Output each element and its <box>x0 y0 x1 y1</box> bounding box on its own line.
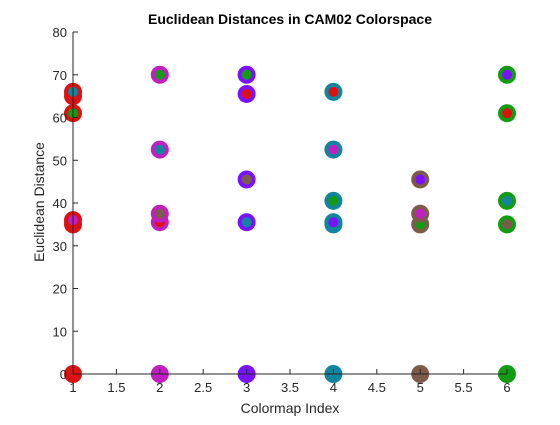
x-axis-label: Colormap Index <box>241 400 340 416</box>
x-tick-label: 3.5 <box>281 380 299 395</box>
data-point-inner-marker <box>328 217 338 227</box>
x-tick-label: 4 <box>330 380 337 395</box>
data-point <box>151 205 169 223</box>
data-point <box>324 141 342 159</box>
data-point <box>324 213 342 231</box>
data-point <box>151 141 169 159</box>
data-point-inner-marker <box>242 70 252 80</box>
data-point <box>498 192 516 210</box>
data-point-inner-marker <box>415 209 425 219</box>
y-tick-label: 10 <box>53 324 67 339</box>
data-point-inner-marker <box>242 89 252 99</box>
data-point <box>238 66 256 84</box>
y-tick-label: 0 <box>60 367 67 382</box>
chart-title: Euclidean Distances in CAM02 Colorspace <box>148 11 432 27</box>
x-tick-label: 3 <box>243 380 250 395</box>
data-point <box>498 66 516 84</box>
y-tick-label: 80 <box>53 25 67 40</box>
x-tick-label: 2 <box>156 380 163 395</box>
x-tick-label: 2.5 <box>194 380 212 395</box>
data-point <box>498 215 516 233</box>
data-point-inner-marker <box>155 145 165 155</box>
data-point-inner-marker <box>415 174 425 184</box>
data-point <box>238 170 256 188</box>
y-axis-label: Euclidean Distance <box>31 142 47 262</box>
data-point-inner-marker <box>242 174 252 184</box>
data-point <box>324 83 342 101</box>
data-point-inner-marker <box>328 196 338 206</box>
data-points <box>64 66 516 383</box>
x-tick-label: 5 <box>417 380 424 395</box>
data-point-inner-marker <box>155 209 165 219</box>
data-point-inner-marker <box>328 145 338 155</box>
y-tick-label: 40 <box>53 196 67 211</box>
data-point-inner-marker <box>502 108 512 118</box>
y-tick-label: 50 <box>53 153 67 168</box>
data-point-inner-marker <box>155 70 165 80</box>
x-tick-label: 1.5 <box>107 380 125 395</box>
data-point <box>238 213 256 231</box>
x-tick-label: 1 <box>69 380 76 395</box>
y-tick-label: 30 <box>53 239 67 254</box>
x-tick-label: 6 <box>503 380 510 395</box>
y-tick-label: 60 <box>53 111 67 126</box>
y-tick-label: 70 <box>53 68 67 83</box>
data-point-inner-marker <box>502 196 512 206</box>
data-point-inner-marker <box>328 87 338 97</box>
x-tick-label: 4.5 <box>368 380 386 395</box>
data-point <box>498 104 516 122</box>
data-point-inner-marker <box>502 219 512 229</box>
data-point-inner-marker <box>502 70 512 80</box>
data-point <box>411 170 429 188</box>
data-point <box>238 85 256 103</box>
data-point <box>151 66 169 84</box>
data-point <box>324 192 342 210</box>
data-point-inner-marker <box>242 217 252 227</box>
data-point <box>411 205 429 223</box>
x-tick-label: 5.5 <box>455 380 473 395</box>
y-tick-label: 20 <box>53 282 67 297</box>
